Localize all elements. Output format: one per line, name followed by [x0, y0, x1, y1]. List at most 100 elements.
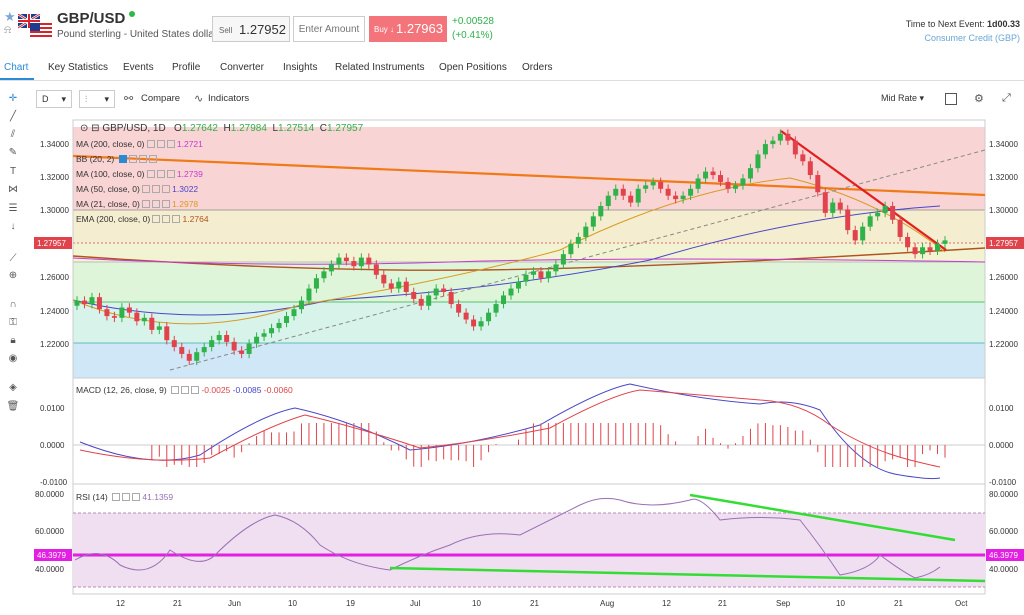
candle-body: [336, 257, 342, 265]
candle-body: [598, 206, 604, 217]
crosshair-icon[interactable]: ✛: [8, 93, 18, 104]
candle-body: [762, 144, 768, 155]
tab-converter[interactable]: Converter: [220, 62, 264, 73]
lock-drawing-icon[interactable]: ⚿: [9, 317, 17, 328]
candle-body: [126, 307, 132, 313]
candle-body: [471, 319, 477, 327]
x-axis-label: Oct: [955, 599, 968, 608]
rsi-axis-label-right: 60.0000: [989, 527, 1018, 536]
candle-body: [860, 226, 866, 241]
fullscreen-box-icon[interactable]: [945, 93, 957, 105]
candle-body: [912, 247, 918, 255]
x-axis-label: 10: [836, 599, 845, 608]
candle-body: [785, 133, 791, 141]
tab-insights[interactable]: Insights: [283, 62, 318, 73]
candle-body: [508, 288, 514, 296]
tab-key-statistics[interactable]: Key Statistics: [48, 62, 109, 73]
change-percent: (+0.41%): [452, 30, 493, 41]
chart-type-select[interactable]: ⫶ ▾: [79, 90, 115, 108]
active-tab-indicator: [0, 78, 34, 80]
x-axis-label: Sep: [776, 599, 791, 608]
signal-line: [79, 389, 941, 468]
tab-related-instruments[interactable]: Related Instruments: [335, 62, 425, 73]
next-event-link[interactable]: Consumer Credit (GBP): [924, 33, 1020, 43]
candle-body: [890, 206, 896, 220]
text-icon[interactable]: T: [9, 166, 17, 177]
candle-body: [224, 335, 230, 342]
legend-bb[interactable]: BB (20, 2): [76, 154, 157, 164]
candle-body: [486, 312, 492, 322]
rsi-marker-left-text: 46.3979: [37, 551, 66, 560]
candle-body: [935, 243, 941, 251]
layers-icon[interactable]: ◈: [9, 382, 17, 393]
legend-ma-200[interactable]: MA (200, close, 0) 1.2721: [76, 139, 203, 149]
alert-bell-icon[interactable]: ⍾: [4, 24, 12, 36]
legend-macd[interactable]: MACD (12, 26, close, 9) -0.0025 -0.0085 …: [76, 385, 293, 395]
legend-ema-200[interactable]: EMA (200, close, 0) 1.2764: [76, 214, 209, 224]
parallel-lines-icon[interactable]: ⫽: [10, 129, 16, 140]
sell-button[interactable]: Sell 1.27952: [212, 16, 290, 42]
candle-body: [276, 322, 282, 329]
trendline-icon[interactable]: ╱: [9, 111, 17, 122]
trash-icon[interactable]: 🗑︎: [6, 401, 20, 412]
eye-icon[interactable]: ◉: [8, 353, 18, 364]
candle-body: [493, 304, 499, 313]
candle-body: [658, 181, 664, 189]
amount-input[interactable]: [293, 16, 365, 42]
legend-ma-100[interactable]: MA (100, close, 0) 1.2739: [76, 169, 203, 179]
favorite-star-icon[interactable]: ★: [4, 9, 16, 24]
candle-body: [396, 281, 402, 289]
price-axis-label: 1.32000: [40, 173, 69, 182]
zoom-icon[interactable]: ⊕: [8, 270, 18, 281]
sell-price: 1.27952: [239, 22, 286, 37]
settings-gear-icon[interactable]: ⚙: [974, 93, 984, 105]
candle-body: [403, 281, 409, 292]
pattern-icon[interactable]: ⋈: [8, 184, 18, 195]
expand-icon[interactable]: ⤢: [1002, 92, 1011, 104]
candle-body: [366, 257, 372, 265]
indicators-button[interactable]: Indicators: [208, 93, 250, 104]
candle-body: [583, 226, 589, 237]
buy-price: 1.27963: [396, 21, 443, 36]
ohlc-controls-icon[interactable]: ⊙ ⊟: [80, 123, 100, 134]
legend-ma-21[interactable]: MA (21, close, 0) 1.2978: [76, 199, 199, 209]
candle-body: [927, 247, 933, 251]
candle-body: [381, 274, 387, 284]
interval-select[interactable]: D ▾: [36, 90, 72, 108]
candle-body: [732, 185, 738, 189]
candle-body: [800, 154, 806, 162]
lock-icon[interactable]: 🔒︎: [10, 335, 16, 346]
arrow-down-icon[interactable]: ↓: [10, 221, 16, 232]
rsi-marker-right-text: 46.3979: [989, 551, 1018, 560]
ohlc-open: 1.27642: [181, 123, 218, 134]
candle-body: [688, 188, 694, 196]
buy-button[interactable]: Buy ↓ 1.27963: [369, 16, 447, 42]
legend-rsi[interactable]: RSI (14) 41.1359: [76, 492, 174, 502]
candle-body: [942, 240, 948, 244]
tab-events[interactable]: Events: [123, 62, 154, 73]
market-open-indicator: [129, 11, 135, 17]
x-axis-label: 21: [173, 599, 182, 608]
compare-button[interactable]: Compare: [141, 93, 181, 104]
tab-open-positions[interactable]: Open Positions: [439, 62, 507, 73]
rate-select[interactable]: Mid Rate ▾: [876, 90, 934, 108]
candle-body: [665, 188, 671, 196]
red-trendline: [780, 130, 947, 251]
x-axis-label: 21: [894, 599, 903, 608]
candle-body: [875, 212, 881, 217]
instrument-header: ★ ⍾ GBP/USD Pound sterling - United Stat…: [0, 0, 1024, 54]
tab-orders[interactable]: Orders: [522, 62, 553, 73]
magnet-icon[interactable]: ∩: [9, 299, 17, 310]
candle-body: [815, 175, 821, 193]
tab-profile[interactable]: Profile: [172, 62, 201, 73]
candle-body: [777, 133, 783, 141]
candle-body: [254, 336, 260, 344]
legend-ma-50[interactable]: MA (50, close, 0) 1.3022: [76, 184, 199, 194]
tab-chart[interactable]: Chart: [4, 62, 29, 73]
fib-icon[interactable]: ☰: [8, 203, 18, 214]
candle-body: [620, 188, 626, 196]
brush-icon[interactable]: ✎: [8, 147, 18, 158]
candle-body: [545, 271, 551, 279]
ruler-icon[interactable]: ⟋: [9, 253, 17, 264]
